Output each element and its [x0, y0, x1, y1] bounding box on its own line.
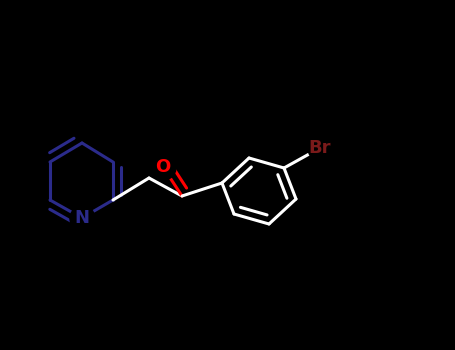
Text: O: O — [155, 158, 171, 176]
Text: N: N — [75, 209, 90, 227]
Text: Br: Br — [309, 139, 331, 157]
